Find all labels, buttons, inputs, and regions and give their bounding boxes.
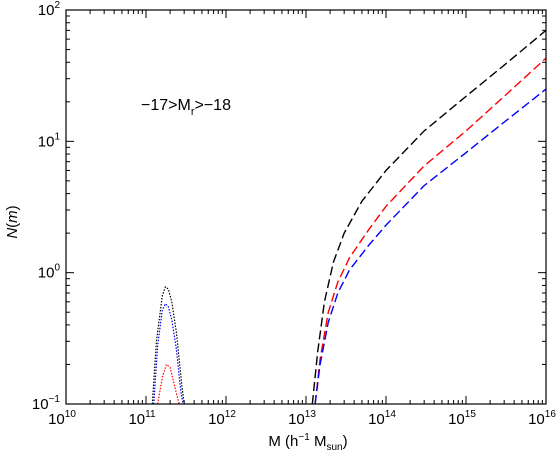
x-tick-label-base: 10 <box>528 411 545 428</box>
x-tick-label-exp: 16 <box>545 409 557 420</box>
axis-ticks <box>65 9 547 405</box>
x-tick-label: 1015 <box>448 409 476 428</box>
y-tick-label-base: 10 <box>32 396 49 413</box>
x-tick-label-exp: 11 <box>145 409 156 420</box>
y-axis-label-open: ( <box>4 223 21 228</box>
x-tick-label: 1013 <box>288 409 316 428</box>
annotation-sub: r <box>191 106 195 118</box>
x-tick-label-base: 10 <box>128 411 145 428</box>
y-tick-label-base: 10 <box>38 265 55 282</box>
series-line-satellite-3 <box>311 29 547 405</box>
series-line-satellite-4 <box>314 57 547 405</box>
annotation-label: −17>Mr>−18 <box>141 97 231 118</box>
x-tick-label-exp: 10 <box>65 409 77 420</box>
x-tick-label: 1012 <box>208 409 236 428</box>
y-tick-label-base: 10 <box>38 133 55 150</box>
x-tick-label: 1011 <box>128 409 156 428</box>
y-tick-label-base: 10 <box>38 2 55 19</box>
plot-frame <box>65 9 547 405</box>
x-tick-label-base: 10 <box>48 411 65 428</box>
y-axis-label-close: ) <box>4 205 21 210</box>
y-tick-label-exp: 0 <box>54 263 60 274</box>
x-axis-label-suffix: ) <box>343 433 348 450</box>
y-tick-label-exp: −1 <box>49 394 61 405</box>
x-tick-label-base: 10 <box>448 411 465 428</box>
x-tick-label: 1010 <box>48 409 76 428</box>
y-axis-label: N(m) <box>4 205 21 238</box>
tick-labels: 1010 1011 1012 1013 1014 1015 101610−110010110… <box>32 0 556 428</box>
y-tick-label: 10−1 <box>32 394 61 413</box>
x-axis-label-sup: −1 <box>298 432 310 443</box>
x-tick-label-base: 10 <box>368 411 385 428</box>
x-tick-label: 1014 <box>368 409 396 428</box>
y-axis-label-var: m <box>4 210 21 223</box>
x-tick-label-exp: 14 <box>385 409 397 420</box>
series-line-satellite-5 <box>314 88 547 405</box>
series-line-central-1 <box>153 303 184 405</box>
x-axis-label-sub: sun <box>326 442 342 453</box>
y-tick-label-exp: 1 <box>54 131 60 142</box>
x-tick-label-exp: 12 <box>225 409 237 420</box>
y-tick-label-exp: 2 <box>54 0 60 11</box>
y-tick-label: 100 <box>38 263 61 282</box>
x-tick-label-base: 10 <box>208 411 225 428</box>
x-tick-label-exp: 15 <box>465 409 477 420</box>
y-tick-label: 101 <box>38 131 61 150</box>
y-axis-label-prefix: N <box>4 228 21 239</box>
x-tick-label-base: 10 <box>288 411 305 428</box>
plot-content <box>151 29 547 405</box>
y-tick-label: 102 <box>38 0 61 19</box>
x-tick-label: 1016 <box>528 409 556 428</box>
series-line-central-0 <box>151 286 185 405</box>
annotation-prefix: −17>M <box>141 97 191 114</box>
x-axis-label-prefix: M (h <box>268 433 298 450</box>
x-axis-label: M (h−1 Msun) <box>268 432 347 453</box>
x-tick-label-exp: 13 <box>305 409 317 420</box>
series-line-central-2 <box>157 363 180 405</box>
annotation-suffix: >−18 <box>194 97 231 114</box>
x-axis-label-mid: M <box>310 433 327 450</box>
